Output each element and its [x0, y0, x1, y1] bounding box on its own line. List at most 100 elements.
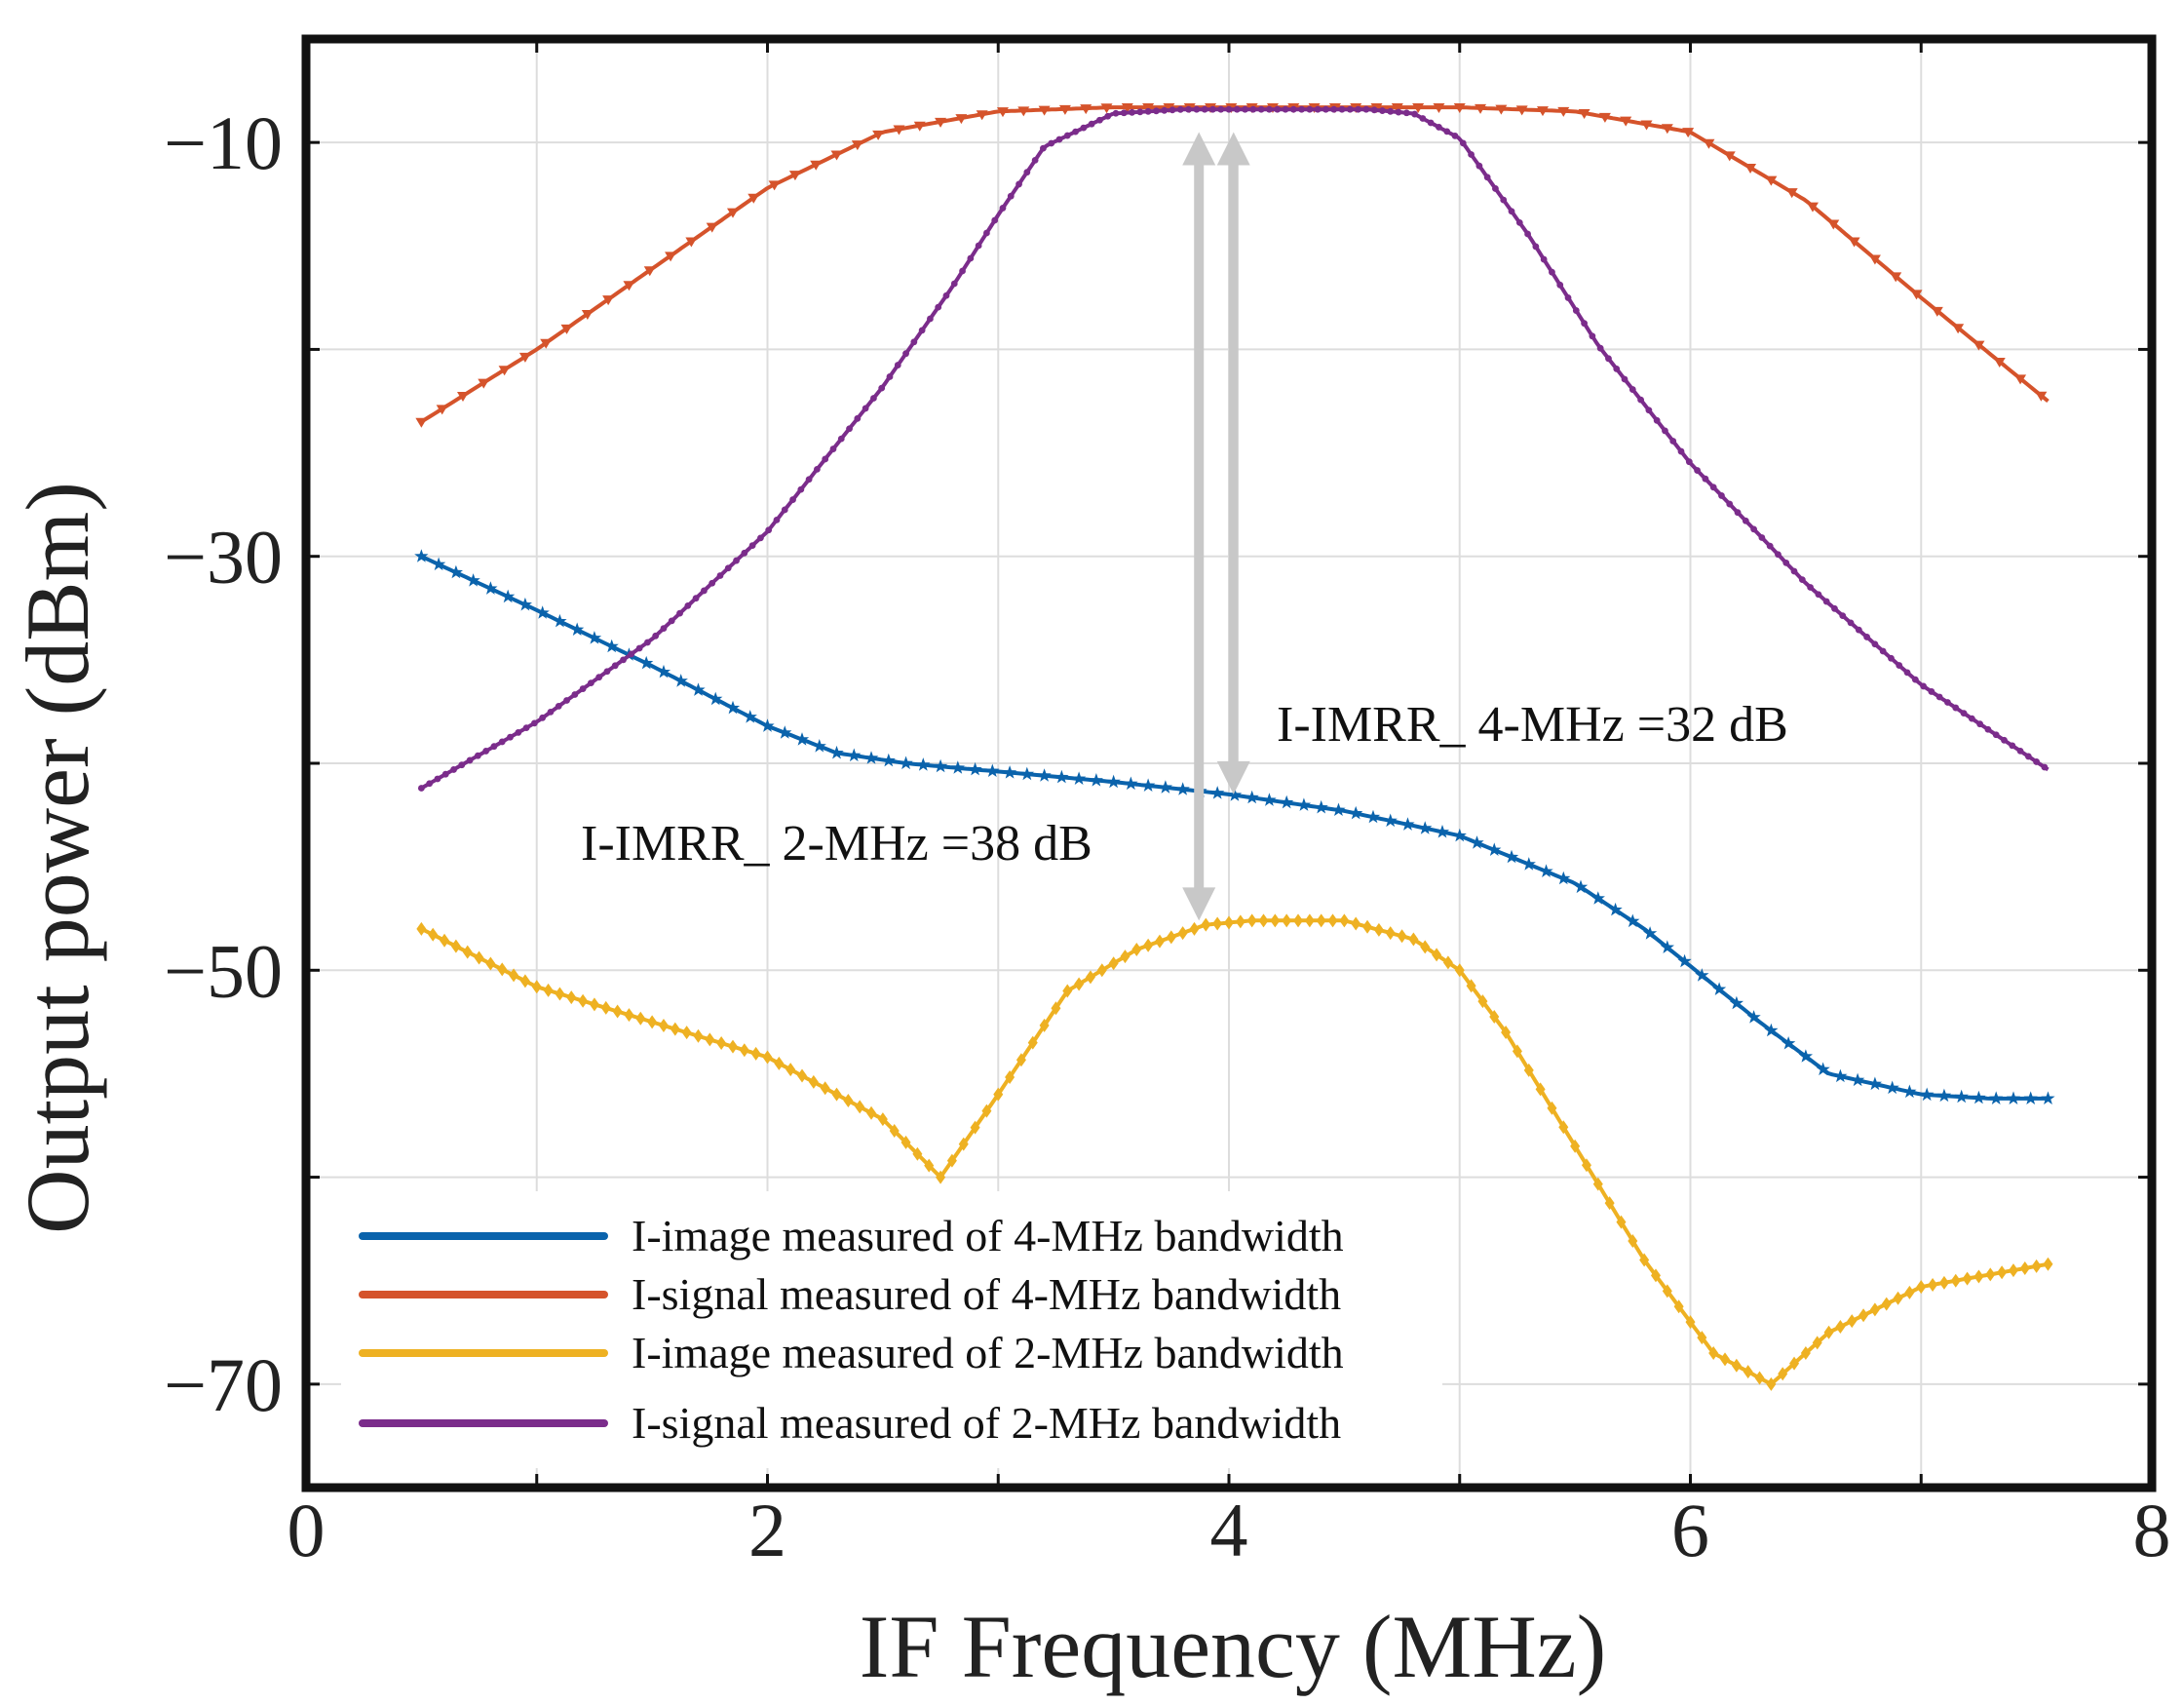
series-marker [1608, 902, 1623, 916]
series-marker [886, 373, 894, 380]
annotation-imrr-2mhz: I-IMRR_ 2-MHz =38 dB [581, 816, 1092, 872]
series-marker [498, 738, 506, 746]
series-marker [1419, 115, 1427, 122]
series-marker [1296, 797, 1312, 811]
series-marker [1023, 169, 1031, 176]
series-marker [1282, 105, 1289, 113]
series-marker [1888, 654, 1895, 662]
series-marker [1789, 1356, 1800, 1371]
series-marker [1677, 447, 1685, 455]
series-marker [1058, 104, 1071, 115]
series-marker [1055, 136, 1063, 143]
series-marker [1620, 116, 1632, 127]
series-marker [829, 745, 844, 759]
series-marker [1235, 914, 1245, 929]
series-marker [2024, 753, 2032, 760]
series-marker [918, 327, 926, 334]
series-marker [1048, 139, 1055, 147]
series-marker [1535, 1082, 1546, 1097]
series-marker [635, 644, 643, 652]
series-marker [1412, 103, 1425, 114]
series-marker [1475, 103, 1487, 114]
series-marker [1726, 500, 1734, 508]
series-marker [1992, 731, 2000, 739]
series-marker [535, 605, 550, 619]
series-marker [822, 455, 829, 463]
series-marker [1306, 105, 1314, 113]
series-marker [1435, 825, 1450, 838]
series-marker [872, 130, 885, 140]
series-marker [1839, 612, 1847, 619]
series-marker [1815, 591, 1822, 599]
series-marker [578, 993, 589, 1008]
series-marker [581, 310, 594, 321]
series-marker [1166, 930, 1176, 945]
series-marker [1015, 1053, 1026, 1067]
series-marker [1209, 105, 1216, 113]
series-marker [1072, 128, 1079, 136]
series-marker [1040, 144, 1047, 152]
series-marker [846, 425, 853, 433]
series-marker [1798, 1049, 1813, 1063]
series-line [420, 918, 2049, 1386]
series-marker [991, 216, 999, 224]
series-marker [635, 1011, 646, 1026]
series-marker [1106, 774, 1121, 789]
series-marker [1233, 105, 1241, 113]
series-marker [1855, 626, 1862, 634]
series-marker [1257, 105, 1265, 113]
series-marker [1298, 105, 1305, 113]
series-marker [1823, 1325, 1834, 1339]
series-marker [967, 254, 975, 262]
series-marker [553, 613, 567, 628]
series-marker [1702, 475, 1709, 483]
series-marker [1331, 802, 1346, 816]
series-marker [1487, 842, 1502, 856]
series-marker [1452, 828, 1467, 842]
series-marker [450, 766, 457, 773]
series-marker [1572, 307, 1580, 314]
series-marker [1408, 932, 1419, 947]
series-marker [1806, 202, 1819, 213]
series-marker [1903, 669, 1911, 677]
series-marker [1062, 984, 1073, 998]
series-marker [1362, 105, 1370, 113]
series-marker [1775, 551, 1782, 559]
series-marker [1605, 355, 1612, 363]
series-marker [1557, 106, 1570, 117]
series-marker [1443, 128, 1451, 136]
series-marker [1453, 103, 1466, 114]
series-marker [1470, 835, 1484, 849]
series-marker [756, 534, 764, 542]
series-marker [1495, 104, 1508, 115]
series-marker [1867, 1076, 1882, 1091]
series-marker [474, 752, 481, 759]
series-marker [639, 655, 654, 670]
series-marker [881, 753, 896, 767]
series-marker [1911, 676, 1919, 683]
series-marker [788, 171, 801, 181]
series-marker [1373, 922, 1384, 937]
series-marker [862, 405, 869, 412]
series-marker [602, 295, 615, 306]
series-marker [1778, 1367, 1788, 1381]
series-marker [2001, 736, 2008, 744]
series-marker [1662, 427, 1668, 435]
series-marker [1153, 107, 1160, 115]
series-marker [1420, 940, 1431, 954]
series-marker [2041, 763, 2049, 771]
series-marker [539, 714, 547, 721]
series-marker [684, 602, 692, 609]
series-marker [976, 110, 988, 121]
series-marker [968, 761, 982, 776]
series-marker [727, 1039, 738, 1054]
series-marker [507, 733, 514, 741]
series-marker [899, 756, 913, 770]
series-marker [739, 1043, 749, 1058]
series-marker [1604, 1196, 1615, 1211]
x-tick-label: 0 [287, 1488, 326, 1572]
series-marker [1161, 106, 1169, 114]
y-tick-label: −70 [164, 1342, 283, 1427]
series-marker [1515, 218, 1523, 226]
series-marker [1007, 192, 1015, 200]
